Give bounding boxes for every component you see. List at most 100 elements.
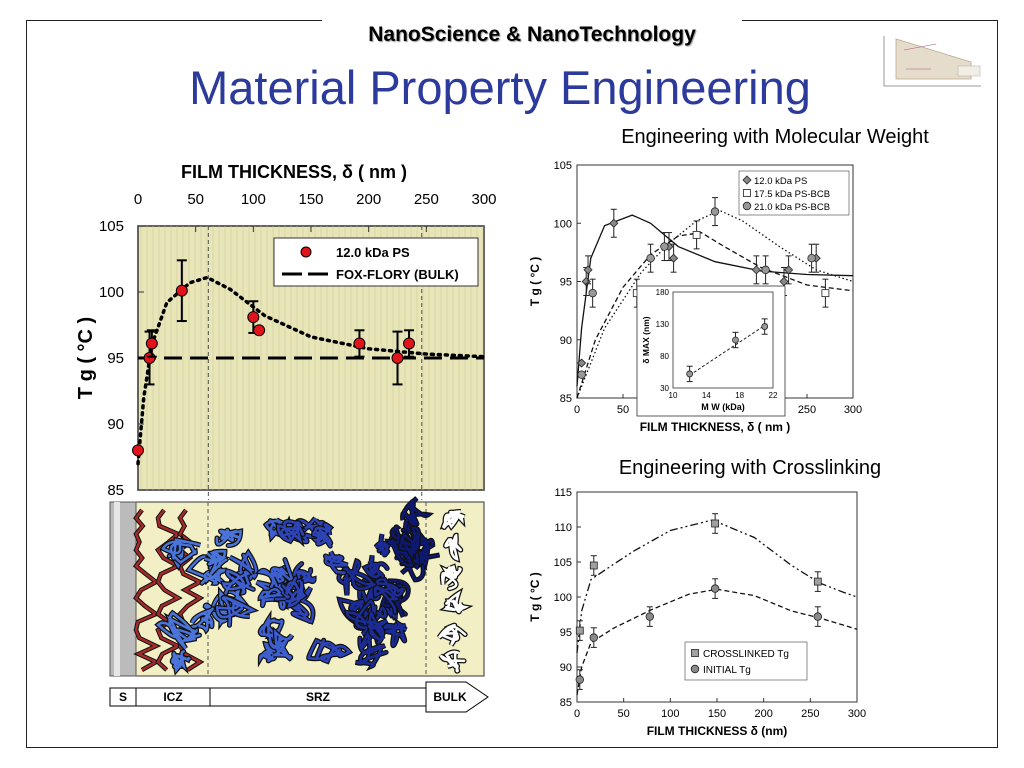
data-point: [821, 289, 830, 298]
data-point: [353, 337, 366, 350]
inset-x-tick-label: 22: [769, 391, 778, 400]
x-tick-label: 250: [414, 191, 439, 208]
polymer-chain: [257, 558, 296, 588]
y-tick-label: 115: [554, 487, 572, 499]
y-tick-label: 105: [554, 160, 572, 172]
polymer-chain: [444, 533, 462, 561]
inset-x-label: M W (kDa): [701, 402, 745, 412]
data-point: [807, 253, 816, 263]
header-banner: NanoScience & NanoTechnology: [322, 20, 742, 50]
inset-y-tick-label: 30: [660, 384, 669, 393]
x-tick-label: 100: [661, 708, 679, 720]
legend-label: 12.0 kDa PS: [336, 245, 410, 260]
x-axis-label: FILM THICKNESS δ (nm): [647, 724, 788, 738]
zone-srz-label: SRZ: [306, 690, 330, 704]
anchored-chain: [156, 509, 181, 671]
x-tick-label: 200: [754, 708, 772, 720]
data-point: [742, 201, 752, 211]
data-point: [669, 253, 679, 263]
data-point: [403, 337, 416, 350]
legend-box: [684, 641, 808, 681]
data-point: [588, 288, 597, 298]
polymer-chain: [312, 523, 333, 548]
y-tick-label: 95: [107, 350, 124, 367]
legend-box: [738, 170, 850, 216]
substrate-layer: [109, 501, 137, 677]
data-point: [743, 189, 751, 197]
x-axis-label: FILM THICKNESS, δ ( nm ): [181, 162, 407, 182]
y-tick-label: 85: [560, 393, 572, 405]
zone-icz-label: ICZ: [163, 690, 182, 704]
data-point: [175, 284, 188, 297]
y-axis-label: T g ( °C ): [528, 572, 542, 621]
inset-trend-line: [689, 322, 770, 376]
data-point: [645, 612, 654, 621]
data-point: [145, 337, 158, 350]
polymer-chain: [281, 576, 306, 608]
data-point: [577, 358, 587, 368]
chart-film-thickness-tg: 0 50 100 150 200 250 300 85 90 95 100 105 FILM THICK…: [75, 162, 497, 500]
subtitle-molecular-weight: Engineering with Molecular Weight: [621, 126, 929, 148]
data-point: [761, 265, 770, 275]
x-tick-label: 50: [617, 404, 629, 416]
data-point: [784, 265, 794, 275]
polymer-chain: [355, 626, 388, 669]
legend-label: CROSSLINKED Tg: [703, 649, 789, 660]
polymer-chain: [221, 569, 255, 595]
polymer-chain-schematic: S ICZ SRZ BULK: [109, 496, 489, 713]
y-tick-label: 100: [554, 218, 572, 230]
subtitle-crosslinking: Engineering with Crosslinking: [618, 457, 882, 479]
x-tick-label: 0: [574, 708, 580, 720]
fit-curve-crosslinked: [576, 519, 858, 654]
zone-bulk-arrow: [425, 681, 489, 713]
logo-diagram-icon: [876, 24, 986, 94]
fit-curve-21k: [576, 209, 854, 399]
inset-data-point: [732, 336, 739, 344]
x-tick-label: 100: [241, 191, 266, 208]
data-point: [691, 649, 699, 657]
data-point: [710, 584, 720, 593]
polymer-chain: [307, 638, 352, 663]
data-point: [132, 444, 144, 457]
inset-y-tick-label: 130: [656, 320, 670, 329]
data-point: [247, 311, 260, 324]
polymer-chain: [386, 525, 420, 567]
x-tick-label: 250: [801, 708, 819, 720]
y-tick-label: 90: [107, 416, 124, 433]
zone-s-label: S: [119, 690, 127, 704]
y-tick-label: 100: [554, 592, 572, 604]
data-point: [609, 218, 619, 228]
data-point: [646, 253, 655, 263]
x-tick-label: 0: [134, 191, 142, 208]
polymer-chain: [259, 642, 279, 664]
data-point: [660, 242, 669, 251]
data-point: [577, 370, 586, 379]
data-point: [575, 675, 584, 684]
y-tick-label: 85: [560, 697, 572, 709]
y-tick-label: 100: [99, 284, 124, 301]
polymer-chain: [161, 538, 201, 565]
data-point: [581, 276, 591, 287]
anchored-chain: [134, 509, 159, 672]
x-axis-label: FILM THICKNESS, δ ( nm ): [640, 420, 791, 434]
data-point: [711, 519, 720, 528]
polymer-chain: [442, 590, 470, 614]
inset-x-tick-label: 10: [669, 391, 678, 400]
data-point: [813, 612, 822, 621]
chart-crosslinking: 0 50 100 150 200 250 300 85 90 95 100 105 110 115 FILM…: [528, 487, 866, 738]
polymer-chain: [171, 650, 191, 673]
substrate-highlight: [114, 502, 120, 676]
x-tick-label: 0: [574, 404, 580, 416]
x-tick-label: 150: [298, 191, 323, 208]
y-tick-label: 90: [560, 662, 572, 674]
header-title: NanoScience & NanoTechnology: [368, 23, 696, 46]
polymer-chain: [204, 550, 228, 576]
data-point: [710, 207, 720, 216]
x-tick-label: 50: [618, 708, 630, 720]
data-point: [583, 265, 593, 275]
polymer-chain: [439, 650, 466, 673]
data-point: [751, 265, 761, 275]
legend-label: 21.0 kDa PS-BCB: [754, 202, 830, 213]
y-tick-label: 105: [554, 557, 572, 569]
